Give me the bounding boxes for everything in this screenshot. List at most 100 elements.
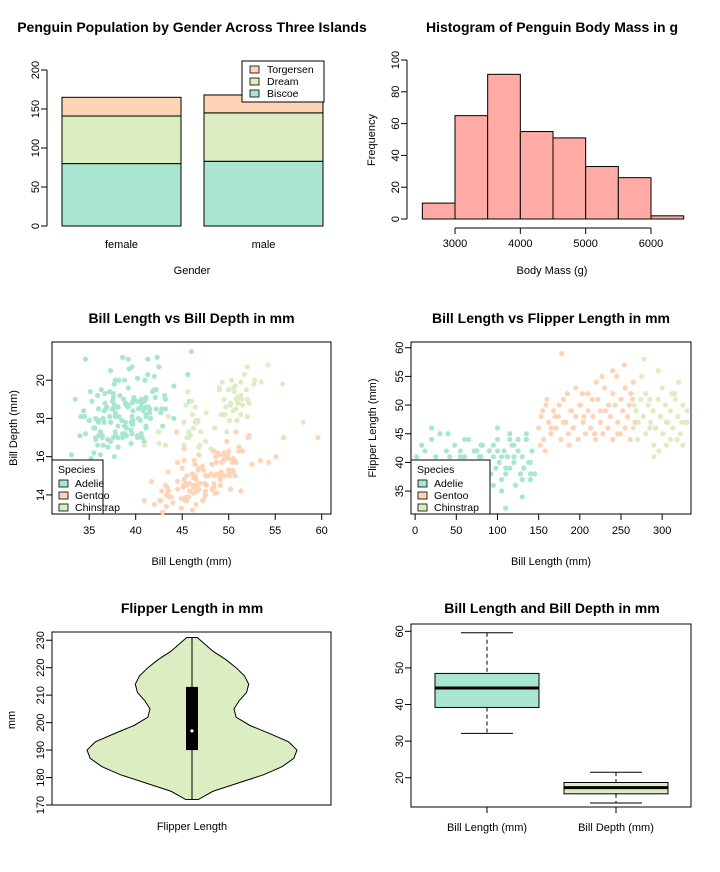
point-gentoo (581, 413, 587, 420)
point-adelie (503, 505, 509, 511)
point-chinstrap (676, 379, 682, 385)
point-chinstrap (192, 404, 198, 410)
point-adelie (153, 406, 159, 412)
point-adelie (512, 482, 519, 488)
point-gentoo (620, 408, 626, 414)
point-adelie (82, 431, 89, 437)
point-gentoo (595, 396, 601, 402)
point-adelie (147, 415, 154, 422)
point-chinstrap (638, 396, 644, 402)
point-adelie (100, 415, 106, 422)
point-chinstrap (185, 389, 191, 395)
point-chinstrap (183, 402, 189, 408)
point-gentoo (560, 419, 566, 425)
point-gentoo (178, 496, 184, 502)
point-adelie (139, 434, 145, 441)
point-gentoo (559, 350, 565, 357)
point-chinstrap (657, 413, 664, 420)
point-chinstrap (652, 425, 659, 431)
point-gentoo (570, 425, 576, 431)
point-gentoo (592, 436, 599, 443)
point-gentoo (249, 461, 255, 467)
point-chinstrap (243, 387, 249, 393)
point-chinstrap (667, 436, 674, 443)
x-tick-label: Bill Length (mm) (447, 822, 527, 834)
point-chinstrap (679, 419, 685, 425)
point-adelie (140, 408, 146, 414)
point-gentoo (211, 480, 217, 487)
point-gentoo (202, 473, 209, 479)
point-adelie (102, 391, 108, 397)
point-gentoo (214, 459, 220, 465)
point-chinstrap (634, 436, 641, 443)
point-adelie (128, 440, 134, 446)
legend-swatch (58, 479, 69, 488)
point-adelie (527, 459, 534, 465)
legend-label: Gentoo (434, 490, 469, 502)
point-adelie (498, 454, 505, 460)
point-gentoo (184, 482, 190, 488)
point-gentoo (582, 431, 589, 437)
point-gentoo (585, 408, 591, 414)
point-chinstrap (219, 379, 225, 385)
legend-swatch (249, 65, 260, 74)
point-gentoo (575, 436, 581, 443)
point-adelie (531, 471, 538, 477)
point-gentoo (622, 385, 628, 391)
point-adelie (93, 415, 99, 422)
point-gentoo (599, 373, 605, 379)
point-adelie (478, 442, 484, 448)
point-adelie (101, 408, 107, 414)
point-chinstrap (239, 396, 245, 402)
point-adelie (112, 413, 118, 420)
plot-frame (410, 341, 692, 515)
chart-title: Flipper Length in mm (121, 600, 263, 616)
point-gentoo (615, 431, 621, 437)
point-gentoo (192, 473, 198, 479)
point-adelie (507, 465, 513, 471)
x-axis-label: Bill Length (mm) (511, 556, 591, 568)
point-gentoo (202, 488, 209, 494)
point-adelie (496, 459, 502, 465)
point-adelie (494, 448, 501, 454)
point-adelie (81, 413, 88, 420)
point-gentoo (148, 478, 155, 485)
point-adelie (134, 398, 140, 404)
point-chinstrap (677, 431, 683, 437)
point-gentoo (179, 465, 185, 471)
point-gentoo (214, 450, 221, 456)
point-adelie (511, 454, 517, 460)
x-axis-label: Flipper Length (157, 821, 227, 833)
x-tick-label: 100 (488, 525, 506, 537)
point-adelie (97, 452, 103, 458)
point-chinstrap (675, 413, 681, 420)
point-gentoo (564, 391, 571, 397)
point-chinstrap (240, 402, 246, 408)
y-tick-label: 50 (394, 662, 406, 674)
histogram-chart: Histogram of Penguin Body Mass in g 0 20 40… (366, 19, 685, 277)
point-adelie (523, 431, 529, 437)
point-gentoo (605, 425, 611, 431)
point-gentoo (552, 413, 558, 420)
point-gentoo (622, 425, 628, 431)
point-gentoo (597, 408, 604, 414)
chart-title: Bill Length and Bill Depth in mm (444, 600, 659, 616)
bar-biscoe-female (61, 163, 182, 227)
point-gentoo (540, 408, 546, 414)
point-gentoo (196, 486, 202, 492)
point-gentoo (178, 505, 184, 511)
point-gentoo (610, 391, 616, 397)
point-adelie (117, 392, 123, 399)
point-gentoo (538, 413, 544, 420)
point-gentoo (186, 494, 192, 500)
point-chinstrap (663, 419, 669, 425)
point-adelie (86, 417, 92, 423)
point-adelie (81, 408, 87, 414)
point-adelie (428, 436, 435, 443)
point-adelie (116, 377, 122, 383)
point-gentoo (227, 473, 233, 479)
point-adelie (130, 408, 136, 414)
point-gentoo (266, 459, 272, 465)
point-adelie (143, 413, 149, 420)
y-tick-label: 40 (394, 698, 406, 710)
